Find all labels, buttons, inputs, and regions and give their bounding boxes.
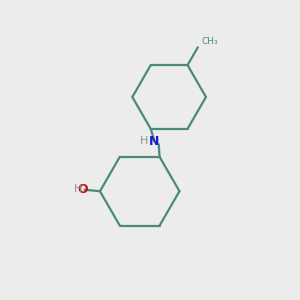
Text: H: H [74,184,82,194]
Text: H: H [140,136,148,146]
Text: N: N [148,135,159,148]
Text: CH₃: CH₃ [201,37,218,46]
Text: O: O [78,183,88,196]
